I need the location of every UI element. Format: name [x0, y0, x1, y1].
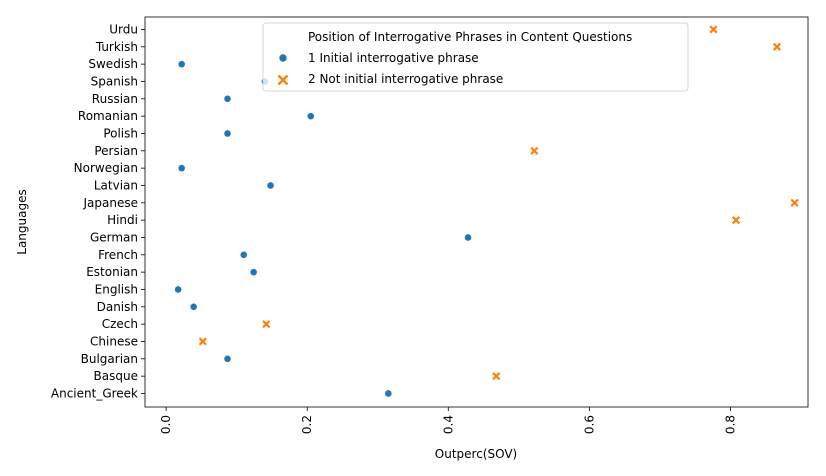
y-tick-label-estonian: Estonian	[86, 265, 138, 279]
x-tick-label: 0.8	[723, 415, 737, 434]
y-axis: Urdu Turkish Swedish Spanish Russian Romanian…	[51, 22, 145, 400]
legend-label-not-initial: 2 Not initial interrogative phrase	[308, 72, 503, 86]
point-latvian	[266, 181, 275, 190]
x-tick-label: 0.6	[582, 415, 596, 434]
legend-label-initial: 1 Initial interrogative phrase	[308, 51, 479, 65]
legend: Position of Interrogative Phrases in Con…	[262, 22, 689, 92]
y-tick-label-french: French	[98, 248, 138, 262]
y-tick-label-english: English	[95, 282, 138, 296]
point-urdu	[709, 25, 718, 34]
y-tick-label-latvian: Latvian	[94, 178, 138, 192]
y-tick-label-turkish: Turkish	[95, 40, 138, 54]
point-danish	[189, 302, 198, 311]
point-hindi	[731, 216, 741, 225]
point-norwegian	[177, 164, 186, 173]
y-tick-label-romanian: Romanian	[78, 109, 138, 123]
y-tick-label-danish: Danish	[97, 300, 138, 314]
y-tick-label-swedish: Swedish	[88, 57, 138, 71]
point-polish	[223, 129, 232, 138]
point-turkish	[772, 42, 782, 51]
point-japanese	[790, 198, 799, 207]
y-tick-label-japanese: Japanese	[83, 196, 139, 210]
data-points	[174, 25, 799, 398]
point-german	[464, 233, 472, 242]
point-swedish	[177, 60, 186, 69]
y-tick-label-chinese: Chinese	[90, 334, 138, 348]
y-tick-label-hindi: Hindi	[107, 213, 138, 227]
point-chinese	[198, 337, 207, 346]
plot-area	[144, 16, 809, 408]
y-tick-label-spanish: Spanish	[91, 74, 138, 88]
y-tick-label-german: German	[90, 230, 138, 244]
y-axis-title: Languages	[15, 189, 29, 254]
legend-marker-not-initial	[277, 74, 289, 86]
point-french	[239, 250, 248, 259]
y-tick-label-polish: Polish	[103, 126, 138, 140]
y-tick-label-norwegian: Norwegian	[74, 161, 138, 175]
x-tick-label: 0.0	[159, 415, 173, 434]
x-axis: 0.0 0.2 0.4 0.6 0.8	[159, 407, 737, 434]
point-persian	[530, 146, 539, 155]
y-tick-label-urdu: Urdu	[109, 22, 138, 36]
x-tick-label: 0.4	[441, 415, 455, 434]
x-tick-label: 0.2	[300, 415, 314, 434]
legend-box	[262, 22, 689, 92]
legend-title: Position of Interrogative Phrases in Con…	[308, 30, 632, 44]
point-bulgarian	[223, 354, 232, 363]
y-tick-label-ancient-greek: Ancient_Greek	[51, 386, 138, 400]
y-tick-label-persian: Persian	[94, 144, 138, 158]
point-estonian	[249, 268, 258, 277]
y-tick-label-russian: Russian	[92, 92, 138, 106]
point-ancient-greek	[384, 389, 393, 398]
y-tick-label-basque: Basque	[94, 369, 138, 383]
y-tick-label-czech: Czech	[102, 317, 138, 331]
legend-marker-initial	[278, 53, 288, 63]
y-tick-label-bulgarian: Bulgarian	[81, 352, 138, 366]
point-romanian	[306, 112, 315, 121]
point-russian	[223, 94, 232, 103]
point-basque	[492, 372, 501, 381]
point-english	[174, 285, 183, 294]
x-axis-title: Outperc(SOV)	[435, 447, 517, 461]
point-czech	[262, 320, 271, 329]
